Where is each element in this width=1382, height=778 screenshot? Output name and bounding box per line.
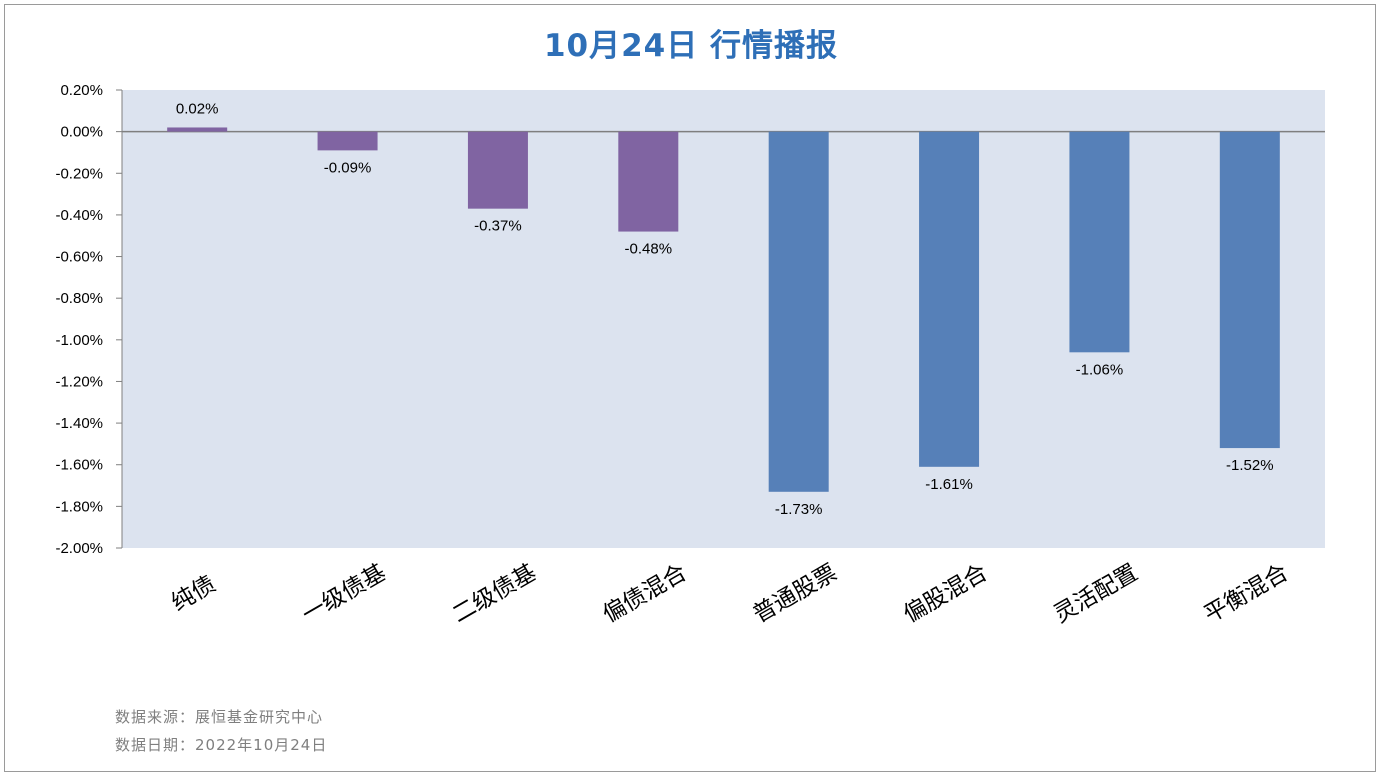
bar-value-label: -1.73% <box>775 501 823 518</box>
x-category-label: 二级债基 <box>448 560 541 629</box>
y-tick-label: 0.20% <box>60 82 103 99</box>
bar-value-label: 0.02% <box>176 100 219 117</box>
bars-group: 0.02% -0.09% -0.37% -0.48% -1.73% -1.61% -1.06… <box>167 100 1280 518</box>
bar-value-label: -0.37% <box>474 218 522 235</box>
bar <box>317 131 378 151</box>
y-tick-label: -1.20% <box>55 373 103 390</box>
y-tick-label: -0.60% <box>55 249 103 266</box>
y-tick-label: -0.20% <box>55 165 103 182</box>
y-tick-label: -0.40% <box>55 207 103 224</box>
x-category-label: 平衡混合 <box>1200 560 1293 629</box>
y-tick-label: 0.00% <box>60 124 103 141</box>
x-category-label: 偏股混合 <box>899 560 992 629</box>
bar <box>1219 131 1280 449</box>
bar <box>919 131 980 467</box>
x-category-label: 纯债 <box>167 571 220 617</box>
plot-area <box>122 90 1325 548</box>
y-tick-label: -1.60% <box>55 457 103 474</box>
x-category-label: 普通股票 <box>749 560 842 629</box>
x-category-label: 灵活配置 <box>1050 560 1143 629</box>
y-tick-label: -1.40% <box>55 415 103 432</box>
x-category-label: 一级债基 <box>298 560 391 629</box>
bar <box>467 131 528 209</box>
bar <box>768 131 829 492</box>
data-date-note: 数据日期：2022年10月24日 <box>115 736 328 754</box>
bar <box>1069 131 1130 353</box>
bar-value-label: -0.48% <box>625 241 673 258</box>
bar-value-label: -0.09% <box>324 159 372 176</box>
data-source-note: 数据来源：展恒基金研究中心 <box>115 708 324 726</box>
y-tick-label: -1.80% <box>55 498 103 515</box>
bar <box>618 131 679 232</box>
bar <box>167 127 228 132</box>
bar-value-label: -1.06% <box>1076 361 1124 378</box>
y-tick-label: -1.00% <box>55 332 103 349</box>
bar-value-label: -1.52% <box>1226 457 1274 474</box>
y-tick-label: -2.00% <box>55 540 103 557</box>
y-tick-label: -0.80% <box>55 290 103 307</box>
chart-title: 10月24日 行情播报 <box>543 28 839 64</box>
x-category-label: 偏债混合 <box>598 560 691 629</box>
x-axis: 纯债 一级债基 二级债基 偏债混合 普通股票 偏股混合 灵活配置 平衡混合 <box>167 560 1292 629</box>
bar-value-label: -1.61% <box>925 476 973 493</box>
